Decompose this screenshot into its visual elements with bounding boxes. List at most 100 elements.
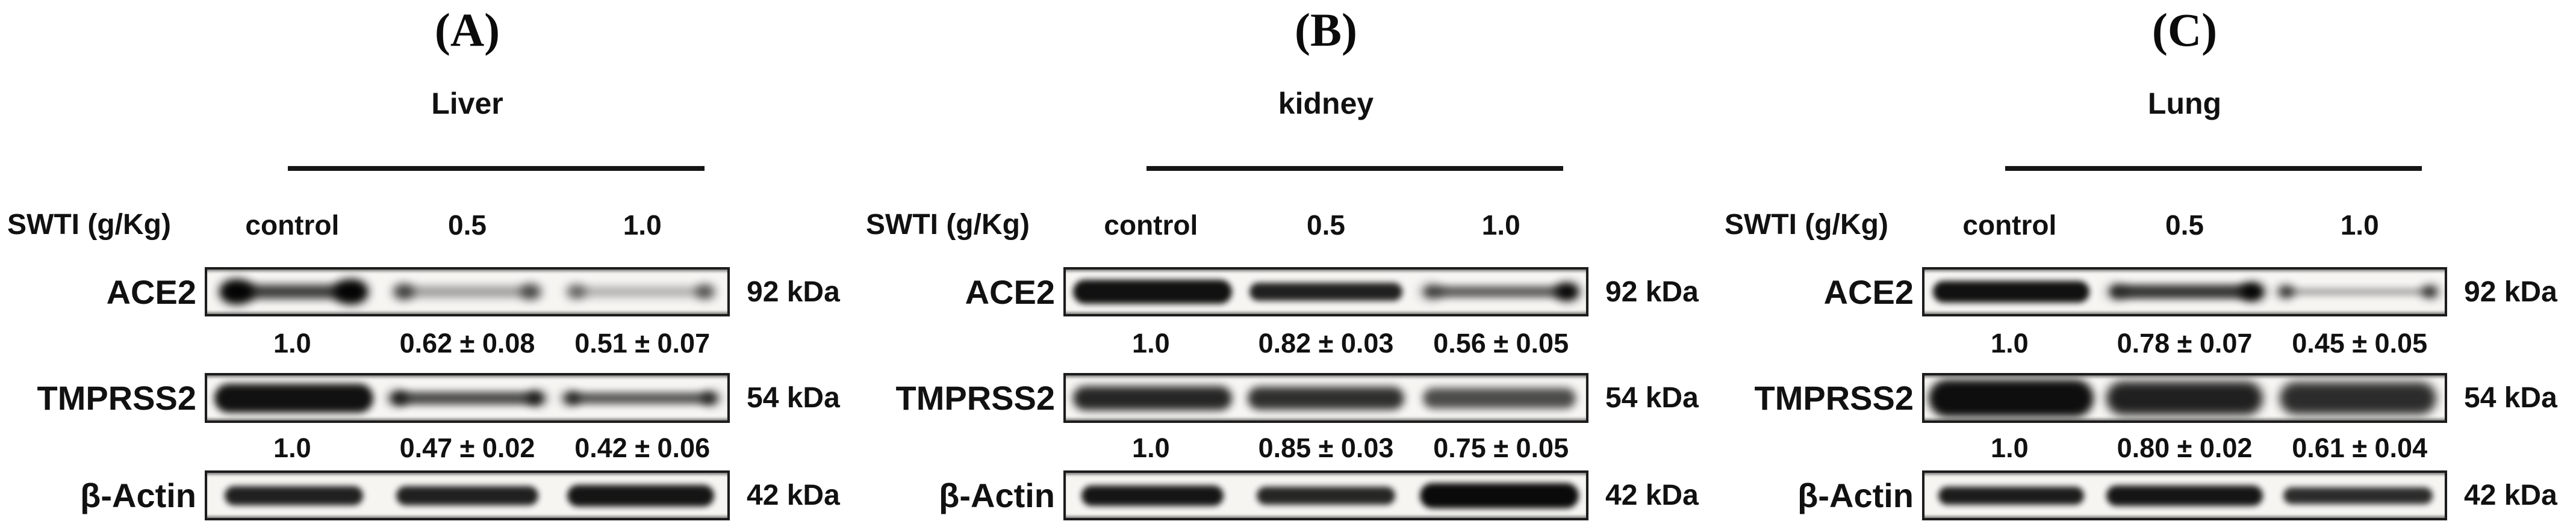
lane-overline	[288, 166, 705, 171]
lane-headers: control 0.5 1.0	[205, 206, 730, 244]
quantification-row-ace2: 1.0 0.82 ± 0.03 0.56 ± 0.05	[1063, 327, 1588, 360]
band-core	[2110, 285, 2259, 299]
blot-lane	[2098, 473, 2271, 518]
value-cell: 1.0	[273, 433, 311, 463]
blot-lane	[207, 270, 381, 314]
lane-header-0-5: 0.5	[1307, 209, 1345, 241]
quantification-row-tmprss2: 1.0 0.80 ± 0.02 0.61 ± 0.04	[1922, 432, 2447, 464]
blot-row-bactin: β-Actin 42 kDa	[859, 470, 1717, 520]
blot-row-bactin: β-Actin 42 kDa	[0, 470, 859, 520]
band-core	[396, 485, 539, 505]
value-cell: 0.80 ± 0.02	[2117, 433, 2253, 463]
blot-lane	[1413, 270, 1586, 314]
kda-label: 92 kDa	[747, 276, 840, 308]
blot-lane	[1066, 375, 1239, 421]
blot-band	[1938, 486, 2084, 505]
value-cell: 0.85 ± 0.03	[1258, 433, 1394, 463]
blot-lane	[1413, 375, 1586, 421]
protein-label: TMPRSS2	[1754, 379, 1914, 417]
blot-image-tmprss2	[1922, 373, 2447, 423]
band-core	[1423, 387, 1576, 408]
band-core	[2283, 487, 2433, 504]
band-end-right	[702, 391, 721, 405]
blot-band	[1419, 283, 1580, 301]
panel-b: (B) kidney SWTI (g/Kg) control 0.5 1.0 A…	[859, 0, 1717, 527]
value-cell: 0.56 ± 0.05	[1433, 328, 1569, 359]
blot-row-tmprss2: TMPRSS2 54 kDa	[0, 373, 859, 423]
blot-lane	[1924, 473, 2098, 518]
panel-c: (C) Lung SWTI (g/Kg) control 0.5 1.0 ACE…	[1717, 0, 2576, 527]
band-core	[567, 392, 715, 404]
band-core	[2106, 381, 2263, 415]
blot-lane	[1239, 375, 1413, 421]
blot-image-ace2	[1063, 267, 1588, 316]
lane-header-1-0: 1.0	[1481, 209, 1520, 241]
blot-lane	[2271, 270, 2445, 314]
dose-row: SWTI (g/Kg) control 0.5 1.0	[859, 206, 1717, 244]
blot-band	[1072, 280, 1233, 304]
blot-band	[2106, 381, 2263, 415]
lane-header-0-5: 0.5	[2165, 209, 2204, 241]
blot-band	[2106, 485, 2263, 506]
kda-label: 54 kDa	[1605, 382, 1699, 414]
band-core	[1929, 379, 2094, 417]
blot-image-bactin	[205, 470, 730, 520]
blot-lane	[1924, 270, 2098, 314]
blot-lane	[381, 270, 554, 314]
lane-overline	[2005, 166, 2422, 171]
blot-band	[2277, 286, 2439, 298]
band-core	[214, 383, 374, 413]
blot-band	[2280, 381, 2436, 415]
dose-axis-label: SWTI (g/Kg)	[1725, 209, 1888, 241]
value-cell: 1.0	[1991, 433, 2029, 463]
band-end-right	[1554, 283, 1580, 301]
blot-lane	[1924, 375, 2098, 421]
band-core	[1938, 486, 2084, 505]
blot-row-ace2: ACE2 92 kDa	[1717, 267, 2576, 316]
blot-image-ace2	[1922, 267, 2447, 316]
band-end-left	[392, 284, 414, 300]
band-end-right	[333, 279, 369, 304]
band-end-left	[387, 390, 408, 405]
blot-band	[1256, 486, 1396, 505]
blot-band	[1933, 281, 2089, 303]
dose-axis-label: SWTI (g/Kg)	[7, 209, 171, 241]
panel-letter: (B)	[1295, 4, 1357, 56]
value-cell: 0.47 ± 0.02	[399, 433, 535, 463]
band-core	[1256, 486, 1396, 505]
band-end-right	[695, 285, 716, 299]
lane-headers: control 0.5 1.0	[1063, 206, 1588, 244]
kda-label: 54 kDa	[2464, 382, 2557, 414]
band-end-right	[2239, 283, 2265, 301]
blot-lane	[1066, 270, 1239, 314]
blot-lane	[381, 473, 554, 518]
protein-label: ACE2	[1823, 273, 1914, 311]
blot-band	[1929, 379, 2094, 417]
lane-overline	[1146, 166, 1563, 171]
kda-label: 54 kDa	[747, 382, 840, 414]
kda-label: 92 kDa	[2464, 276, 2557, 308]
lane-header-control: control	[245, 209, 340, 241]
quantification-row-ace2: 1.0 0.62 ± 0.08 0.51 ± 0.07	[205, 327, 730, 360]
blot-lane	[1066, 473, 1239, 518]
lane-header-0-5: 0.5	[448, 209, 487, 241]
blot-band	[2283, 487, 2433, 504]
band-end-right	[2421, 286, 2439, 298]
blot-band	[387, 390, 547, 405]
band-end-left	[565, 285, 586, 299]
band-end-left	[2104, 283, 2130, 301]
blot-lane	[1239, 270, 1413, 314]
blot-band	[1423, 387, 1576, 408]
blot-band	[1248, 386, 1404, 410]
blot-row-tmprss2: TMPRSS2 54 kDa	[859, 373, 1717, 423]
blot-band	[219, 279, 369, 304]
protein-label: TMPRSS2	[895, 379, 1056, 417]
band-end-left	[561, 391, 580, 405]
band-core	[393, 391, 541, 405]
blot-lane	[554, 375, 727, 421]
lane-header-1-0: 1.0	[623, 209, 662, 241]
band-core	[567, 484, 715, 507]
protein-label: β-Actin	[80, 476, 196, 514]
kda-label: 92 kDa	[1605, 276, 1699, 308]
